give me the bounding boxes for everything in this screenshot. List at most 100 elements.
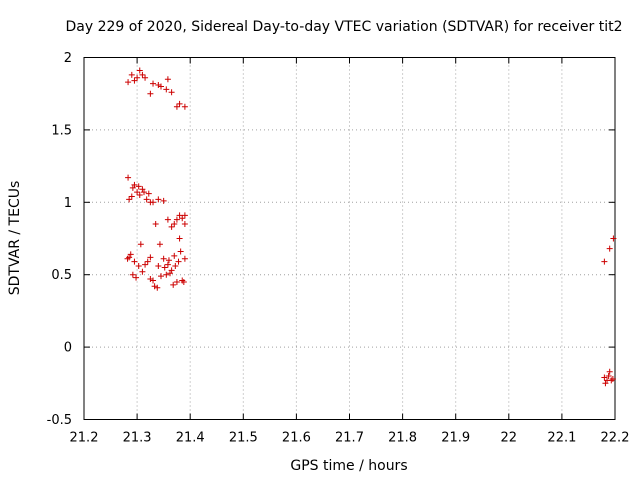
data-point bbox=[134, 74, 141, 81]
y-tick-label: 1.5 bbox=[51, 123, 72, 138]
data-point bbox=[137, 241, 144, 248]
data-point bbox=[129, 271, 136, 278]
data-point bbox=[181, 212, 188, 219]
data-point bbox=[172, 263, 179, 270]
data-point bbox=[135, 263, 142, 270]
data-point bbox=[129, 184, 136, 191]
data-point bbox=[175, 258, 182, 265]
data-point bbox=[142, 74, 149, 81]
x-tick-label: 21.2 bbox=[70, 431, 99, 446]
data-points bbox=[124, 67, 617, 387]
data-point bbox=[136, 67, 143, 74]
data-point bbox=[164, 261, 171, 268]
data-point bbox=[147, 254, 154, 261]
data-point bbox=[173, 278, 180, 285]
data-point bbox=[606, 245, 613, 252]
data-point bbox=[143, 196, 150, 203]
data-point bbox=[126, 254, 133, 261]
data-point bbox=[606, 368, 613, 375]
data-point bbox=[124, 255, 131, 262]
data-point bbox=[150, 199, 157, 206]
x-tick-label: 21.8 bbox=[388, 431, 417, 446]
data-point bbox=[136, 192, 143, 199]
x-tick-label: 21.3 bbox=[123, 431, 152, 446]
data-point bbox=[168, 89, 175, 96]
data-point bbox=[160, 255, 167, 262]
data-point bbox=[179, 277, 186, 284]
y-axis-label: SDTVAR / TECUs bbox=[7, 181, 23, 296]
data-point bbox=[155, 263, 162, 270]
data-point bbox=[133, 274, 140, 281]
data-point bbox=[170, 281, 177, 288]
y-tick-label: 2 bbox=[64, 51, 72, 66]
data-point bbox=[151, 283, 158, 290]
data-point bbox=[179, 215, 186, 222]
data-point bbox=[180, 278, 187, 285]
x-tick-label: 22.1 bbox=[547, 431, 576, 446]
data-point bbox=[155, 82, 162, 89]
y-tick-label: -0.5 bbox=[47, 413, 72, 428]
data-point bbox=[176, 100, 183, 107]
data-point bbox=[164, 76, 171, 83]
data-point bbox=[154, 284, 161, 291]
data-point bbox=[144, 258, 151, 265]
data-point bbox=[181, 255, 188, 262]
data-point bbox=[176, 235, 183, 242]
data-point bbox=[131, 181, 138, 188]
data-point bbox=[142, 261, 149, 268]
data-point bbox=[147, 90, 154, 97]
data-point bbox=[134, 189, 141, 196]
data-point bbox=[145, 190, 152, 197]
data-point bbox=[125, 174, 132, 181]
x-tick-label: 21.9 bbox=[441, 431, 470, 446]
data-point bbox=[139, 268, 146, 275]
data-point bbox=[128, 193, 135, 200]
data-point bbox=[152, 221, 159, 228]
data-point bbox=[157, 273, 164, 280]
y-tick-labels: -0.5 0 0.5 1 1.5 2 bbox=[47, 51, 72, 428]
data-point bbox=[173, 216, 180, 223]
data-point bbox=[125, 79, 132, 86]
data-point bbox=[181, 221, 188, 228]
data-point bbox=[168, 267, 175, 274]
y-tick-label: 1 bbox=[64, 196, 72, 211]
data-point bbox=[155, 196, 162, 203]
data-point bbox=[601, 374, 608, 381]
data-point bbox=[131, 258, 138, 265]
axis-ticks bbox=[83, 57, 616, 420]
x-tick-label: 22 bbox=[501, 431, 518, 446]
data-point bbox=[163, 86, 170, 93]
data-point bbox=[605, 373, 612, 380]
data-point bbox=[177, 248, 184, 255]
chart-title: Day 229 of 2020, Sidereal Day-to-day VTE… bbox=[66, 19, 623, 35]
data-point bbox=[167, 270, 174, 277]
data-point bbox=[164, 216, 171, 223]
y-tick-label: 0.5 bbox=[51, 268, 72, 283]
data-point bbox=[163, 271, 170, 278]
x-tick-label: 21.6 bbox=[282, 431, 311, 446]
data-point bbox=[176, 212, 183, 219]
data-point bbox=[156, 241, 163, 248]
data-point bbox=[147, 276, 154, 283]
x-tick-labels: 21.2 21.3 21.4 21.5 21.6 21.7 21.8 21.9 22 22.1 22… bbox=[70, 431, 630, 446]
data-point bbox=[131, 77, 138, 84]
data-point bbox=[608, 377, 615, 384]
data-point bbox=[609, 375, 616, 382]
x-tick-label: 22.2 bbox=[601, 431, 630, 446]
data-point bbox=[173, 103, 180, 110]
data-point bbox=[610, 235, 617, 242]
data-point bbox=[139, 186, 146, 193]
data-point bbox=[168, 223, 175, 230]
x-tick-label: 21.7 bbox=[335, 431, 364, 446]
data-point bbox=[181, 103, 188, 110]
data-point bbox=[171, 252, 178, 259]
data-point bbox=[135, 183, 142, 190]
grid bbox=[84, 57, 615, 420]
data-point bbox=[127, 251, 134, 258]
data-point bbox=[160, 197, 167, 204]
x-tick-label: 21.4 bbox=[176, 431, 205, 446]
data-point bbox=[126, 196, 133, 203]
x-axis-label: GPS time / hours bbox=[290, 458, 407, 474]
y-tick-label: 0 bbox=[64, 341, 72, 356]
